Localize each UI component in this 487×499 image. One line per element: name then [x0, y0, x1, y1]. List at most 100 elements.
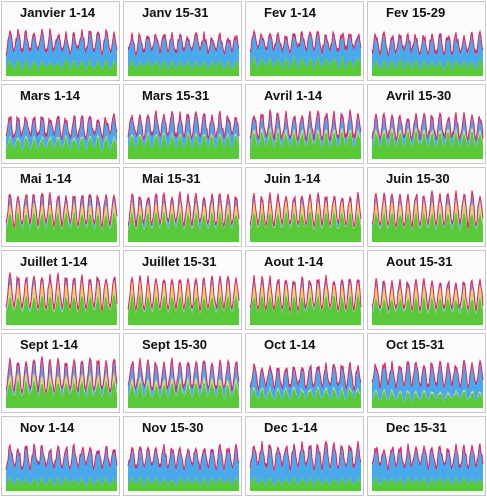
panel-plot: [371, 277, 484, 325]
area-yellow: [372, 285, 483, 316]
area-green: [128, 476, 239, 491]
series-line: [127, 443, 240, 471]
chart-panel: Aout 1-14: [245, 250, 364, 330]
area-blue: [6, 446, 117, 487]
area-yellow: [6, 372, 117, 398]
area-blue: [372, 193, 483, 232]
series-line: [5, 113, 118, 140]
panel-plot: [5, 272, 118, 325]
area-green: [128, 293, 239, 325]
area-blue: [128, 446, 239, 487]
panel-plot: [249, 28, 362, 76]
area-green: [6, 476, 117, 491]
panel-title: Nov 1-14: [18, 420, 77, 435]
area-green: [128, 58, 239, 76]
panel-title: Avril 15-30: [384, 88, 454, 103]
panel-plot: [127, 357, 240, 408]
panel-plot: [371, 443, 484, 491]
panel-title: Janvier 1-14: [18, 5, 98, 20]
area-yellow: [128, 131, 239, 150]
series-line: [249, 109, 362, 142]
panel-title: Fev 1-14: [262, 5, 319, 20]
panel-title: Juillet 15-31: [140, 254, 219, 269]
area-green: [128, 133, 239, 159]
area-purple: [372, 191, 483, 231]
series-line: [5, 272, 118, 312]
series-line: [371, 29, 484, 56]
chart-panel: Juillet 1-14: [1, 250, 120, 330]
panel-title: Avril 1-14: [262, 88, 325, 103]
panel-plot: [5, 356, 118, 408]
chart-panel: Juin 1-14: [245, 167, 364, 247]
chart-panel: Mars 1-14: [1, 84, 120, 164]
panel-plot: [127, 110, 240, 159]
panel-title: Oct 1-14: [262, 337, 318, 352]
area-green: [6, 58, 117, 76]
series-line: [127, 110, 240, 141]
panel-plot: [127, 31, 240, 76]
area-blue: [128, 360, 239, 400]
series-line: [371, 277, 484, 312]
area-blue: [372, 280, 483, 316]
chart-panel: Oct 15-31: [367, 333, 486, 413]
area-blue: [250, 364, 361, 402]
area-green: [6, 136, 117, 159]
panel-title: Dec 1-14: [262, 420, 320, 435]
chart-panel: Juillet 15-31: [123, 250, 242, 330]
panel-title: Aout 15-31: [384, 254, 455, 269]
panel-plot: [371, 111, 484, 159]
series-line: [371, 358, 484, 389]
chart-panel: Sept 15-30: [123, 333, 242, 413]
chart-panel: Dec 15-31: [367, 416, 486, 496]
chart-panel: Mars 15-31: [123, 84, 242, 164]
panel-title: Juillet 1-14: [18, 254, 90, 269]
area-blue: [250, 112, 361, 149]
area-yellow: [128, 201, 239, 231]
area-yellow: [250, 385, 361, 402]
chart-panel: Avril 1-14: [245, 84, 364, 164]
area-blue: [372, 446, 483, 487]
panel-plot: [5, 113, 118, 159]
area-blue: [6, 359, 117, 398]
series-line: [5, 192, 118, 228]
series-line: [249, 440, 362, 471]
chart-panel: Nov 15-30: [123, 416, 242, 496]
panel-plot: [127, 191, 240, 242]
panel-title: Fev 15-29: [384, 5, 448, 20]
panel-title: Juin 15-30: [384, 171, 452, 186]
series-line: [5, 442, 118, 470]
chart-panel: Mai 1-14: [1, 167, 120, 247]
area-yellow: [372, 199, 483, 232]
chart-panel: Fev 1-14: [245, 1, 364, 81]
area-purple: [6, 444, 117, 473]
area-green: [250, 294, 361, 325]
panel-plot: [249, 191, 362, 242]
area-yellow: [250, 199, 361, 231]
panel-title: Mars 15-31: [140, 88, 212, 103]
area-green: [6, 211, 117, 242]
area-yellow: [372, 388, 483, 403]
area-green: [372, 476, 483, 491]
series-line: [127, 357, 240, 393]
area-blue: [128, 34, 239, 71]
chart-panel: Janvier 1-14: [1, 1, 120, 81]
panel-plot: [5, 28, 118, 76]
area-green: [250, 131, 361, 159]
area-blue: [372, 34, 483, 71]
chart-panel: Mai 15-31: [123, 167, 242, 247]
area-green: [372, 210, 483, 242]
panel-plot: [127, 274, 240, 325]
panel-plot: [371, 190, 484, 242]
panel-title: Sept 1-14: [18, 337, 80, 352]
chart-panel: Janv 15-31: [123, 1, 242, 81]
series-line: [371, 111, 484, 142]
area-blue: [128, 113, 239, 150]
chart-panel: Avril 15-30: [367, 84, 486, 164]
series-line: [249, 191, 362, 228]
panel-title: Mars 1-14: [18, 88, 82, 103]
panel-plot: [249, 362, 362, 408]
area-purple: [128, 445, 239, 474]
area-green: [250, 387, 361, 408]
chart-panel: Oct 1-14: [245, 333, 364, 413]
